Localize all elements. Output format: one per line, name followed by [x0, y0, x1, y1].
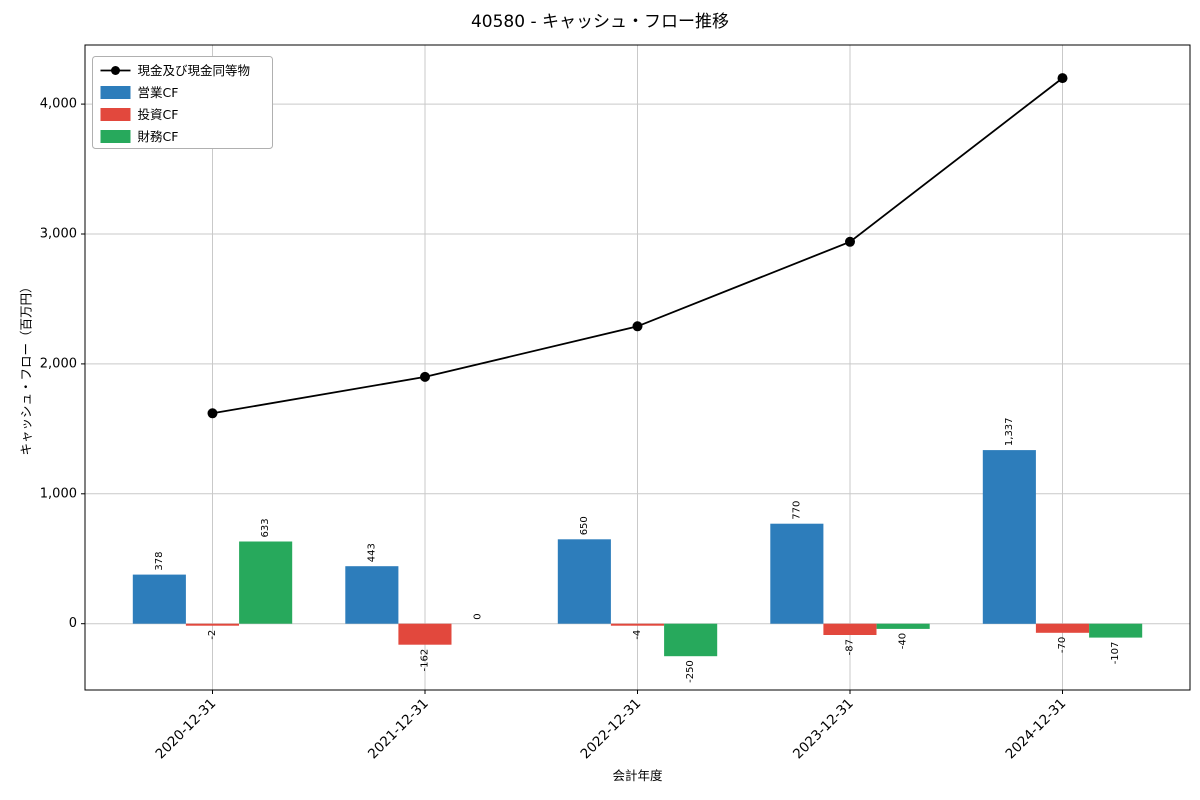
bar-財務CF	[1089, 623, 1143, 638]
y-tick-label: 1,000	[40, 486, 77, 501]
bar-財務CF	[239, 541, 293, 624]
bar-value-label: -2	[207, 630, 218, 640]
bar-value-label: -107	[1110, 642, 1121, 665]
chart-title: 40580 - キャッシュ・フロー推移	[470, 12, 730, 32]
bar-value-label: 633	[260, 518, 271, 537]
legend-label: 財務CF	[138, 129, 179, 144]
bar-value-label: -4	[632, 630, 643, 640]
y-tick-label: 0	[69, 616, 77, 631]
bar-営業CF	[982, 450, 1036, 624]
bar-value-label: 650	[579, 516, 590, 535]
legend-swatch-営業CF	[100, 86, 131, 99]
bar-value-label: -162	[420, 649, 431, 672]
bar-value-label: -70	[1057, 637, 1068, 653]
legend-swatch-財務CF	[100, 130, 131, 143]
bar-投資CF	[823, 623, 877, 635]
bar-投資CF	[1035, 623, 1089, 633]
bar-投資CF	[398, 623, 452, 645]
x-axis-label: 会計年度	[612, 768, 663, 783]
legend-line-marker	[111, 66, 120, 75]
cash-line-marker	[207, 408, 218, 419]
y-tick-label: 2,000	[40, 356, 77, 371]
bar-value-label: 770	[791, 501, 802, 520]
legend-label: 現金及び現金同等物	[138, 63, 251, 78]
legend-swatch-投資CF	[100, 108, 131, 121]
cash-line-marker	[845, 236, 855, 247]
bar-営業CF	[132, 574, 186, 624]
x-tick-label: 2022-12-31	[578, 696, 645, 763]
legend-label: 営業CF	[138, 85, 179, 100]
x-tick-label: 2024-12-31	[1003, 696, 1070, 763]
bar-value-label: 0	[473, 613, 484, 619]
bar-財務CF	[664, 623, 718, 657]
cash-line-marker	[420, 371, 430, 382]
bar-財務CF	[876, 623, 930, 629]
y-tick-label: 3,000	[40, 227, 77, 242]
bar-営業CF	[345, 566, 399, 624]
bar-営業CF	[557, 539, 611, 624]
bar-投資CF	[185, 623, 239, 626]
bar-value-label: -250	[685, 660, 696, 683]
bar-value-label: 378	[154, 552, 165, 571]
legend-box	[92, 56, 273, 149]
x-tick-label: 2020-12-31	[153, 696, 220, 763]
bar-営業CF	[770, 523, 824, 624]
x-tick-label: 2023-12-31	[790, 696, 857, 763]
bar-value-label: 1,337	[1004, 417, 1015, 446]
cash-line-marker	[1057, 73, 1068, 84]
y-tick-label: 4,000	[40, 97, 77, 112]
x-tick-label: 2021-12-31	[365, 696, 432, 763]
bar-value-label: 443	[366, 543, 377, 562]
bar-value-label: -87	[845, 639, 856, 655]
bar-投資CF	[610, 623, 664, 626]
bar-value-label: -40	[898, 633, 909, 649]
cash-line-marker	[632, 321, 643, 332]
legend-label: 投資CF	[138, 107, 179, 122]
